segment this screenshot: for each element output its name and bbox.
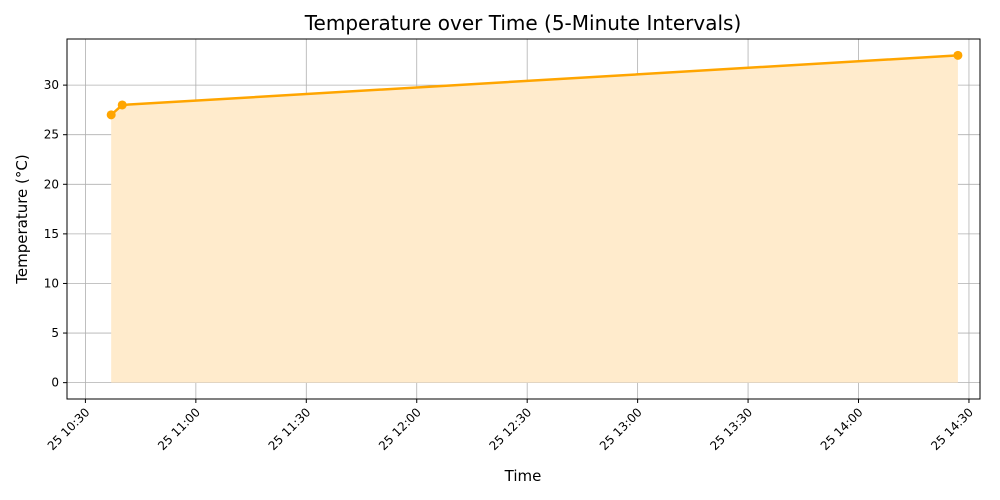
data-points	[106, 50, 963, 120]
x-tick-label: 25 14:00	[818, 405, 866, 453]
x-axis-title: Time	[504, 467, 542, 485]
x-tick-label: 25 13:00	[597, 405, 645, 453]
x-tick-label: 25 14:30	[928, 405, 976, 453]
x-tick-label: 25 12:30	[486, 405, 534, 453]
y-tick-label: 25	[44, 128, 59, 142]
data-point	[106, 110, 116, 120]
x-tick-label: 25 13:30	[707, 405, 755, 453]
y-tick-label: 30	[44, 78, 59, 92]
x-tick-label: 25 11:00	[155, 405, 203, 453]
chart-title: Temperature over Time (5-Minute Interval…	[304, 11, 742, 35]
x-tick-label: 25 10:30	[45, 405, 93, 453]
y-tick-label: 15	[44, 227, 59, 241]
y-tick-label: 10	[44, 276, 59, 290]
area-fill-path	[111, 55, 958, 383]
x-tick-label: 25 12:00	[376, 405, 424, 453]
x-axis-ticks: 25 10:30 25 11:00 25 11:30 25 12:00 25 12:30…	[45, 399, 976, 453]
plot-frame	[66, 38, 981, 400]
x-tick-label: 25 11:30	[266, 405, 314, 453]
data-point	[953, 50, 963, 60]
data-point	[117, 100, 127, 110]
y-axis-title: Temperature (°C)	[13, 154, 31, 284]
y-axis-ticks: 0 5 10 15 20 25 30	[44, 78, 67, 390]
y-tick-label: 5	[51, 326, 59, 340]
y-tick-label: 0	[51, 376, 59, 390]
area-fill	[111, 55, 958, 383]
y-tick-label: 20	[44, 177, 59, 191]
